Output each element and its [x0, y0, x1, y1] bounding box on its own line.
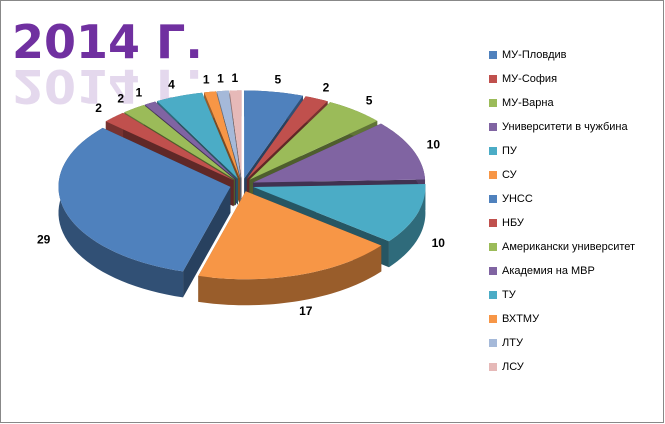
- legend-label: МУ-Пловдив: [502, 49, 567, 61]
- legend-label: ВХТМУ: [502, 313, 540, 325]
- legend-label: ТУ: [502, 289, 517, 301]
- slice-top: [198, 191, 382, 280]
- data-label: 29: [37, 232, 51, 246]
- data-label: 10: [432, 236, 446, 250]
- legend-label: ЛСУ: [502, 361, 525, 373]
- slice-top: [204, 91, 240, 179]
- data-label: 1: [231, 71, 238, 85]
- legend-swatch: [489, 195, 497, 203]
- chart-title: 2014 Г.: [12, 15, 203, 69]
- data-label: 5: [366, 94, 373, 108]
- legend-label: МУ-Варна: [502, 97, 554, 109]
- slice-top: [229, 90, 242, 179]
- data-label: 2: [95, 101, 102, 115]
- data-label: 10: [427, 137, 441, 151]
- data-label: 1: [217, 72, 224, 86]
- data-label: 5: [274, 73, 281, 87]
- legend-swatch: [489, 99, 497, 107]
- legend-swatch: [489, 267, 497, 275]
- slice: [198, 191, 382, 306]
- legend-swatch: [489, 363, 497, 371]
- legend-swatch: [489, 339, 497, 347]
- slice-top: [253, 183, 426, 242]
- slice-side: [388, 183, 426, 268]
- slice-top: [124, 105, 235, 180]
- legend-swatch: [489, 219, 497, 227]
- slice-top: [246, 96, 328, 179]
- legend-swatch: [489, 123, 497, 131]
- slice-top: [216, 90, 241, 179]
- legend-label: НБУ: [502, 217, 525, 229]
- slice-top: [144, 101, 236, 180]
- data-label: 4: [168, 78, 175, 92]
- data-label: 1: [203, 73, 210, 87]
- slice-top: [105, 112, 234, 181]
- legend-swatch: [489, 51, 497, 59]
- data-label: 2: [323, 80, 330, 94]
- slice-wall: [183, 186, 231, 298]
- slice: [58, 127, 231, 298]
- legend-label: МУ-София: [502, 73, 557, 85]
- legend-swatch: [489, 243, 497, 251]
- legend-label: УНСС: [502, 193, 533, 205]
- legend-label: ЛТУ: [502, 337, 524, 349]
- legend-swatch: [489, 75, 497, 83]
- legend-label: Университети в чужбина: [502, 121, 628, 133]
- pie: [58, 90, 426, 306]
- legend-label: СУ: [502, 169, 518, 181]
- legend-swatch: [489, 147, 497, 155]
- data-label: 2: [117, 91, 124, 105]
- legend-swatch: [489, 171, 497, 179]
- slice-side: [198, 245, 382, 306]
- legend-label: Американски университет: [502, 241, 635, 253]
- slice-top: [244, 90, 303, 179]
- slice-top: [58, 127, 231, 272]
- legend-swatch: [489, 291, 497, 299]
- slice-side: [58, 127, 184, 298]
- data-label: 1: [135, 85, 142, 99]
- slice-top: [157, 92, 238, 179]
- slice-top: [253, 123, 426, 183]
- legend-label: ПУ: [502, 145, 518, 157]
- slice-top: [249, 102, 378, 180]
- data-label: 17: [299, 304, 313, 318]
- legend-label: Академия на МВР: [502, 265, 595, 277]
- legend-swatch: [489, 315, 497, 323]
